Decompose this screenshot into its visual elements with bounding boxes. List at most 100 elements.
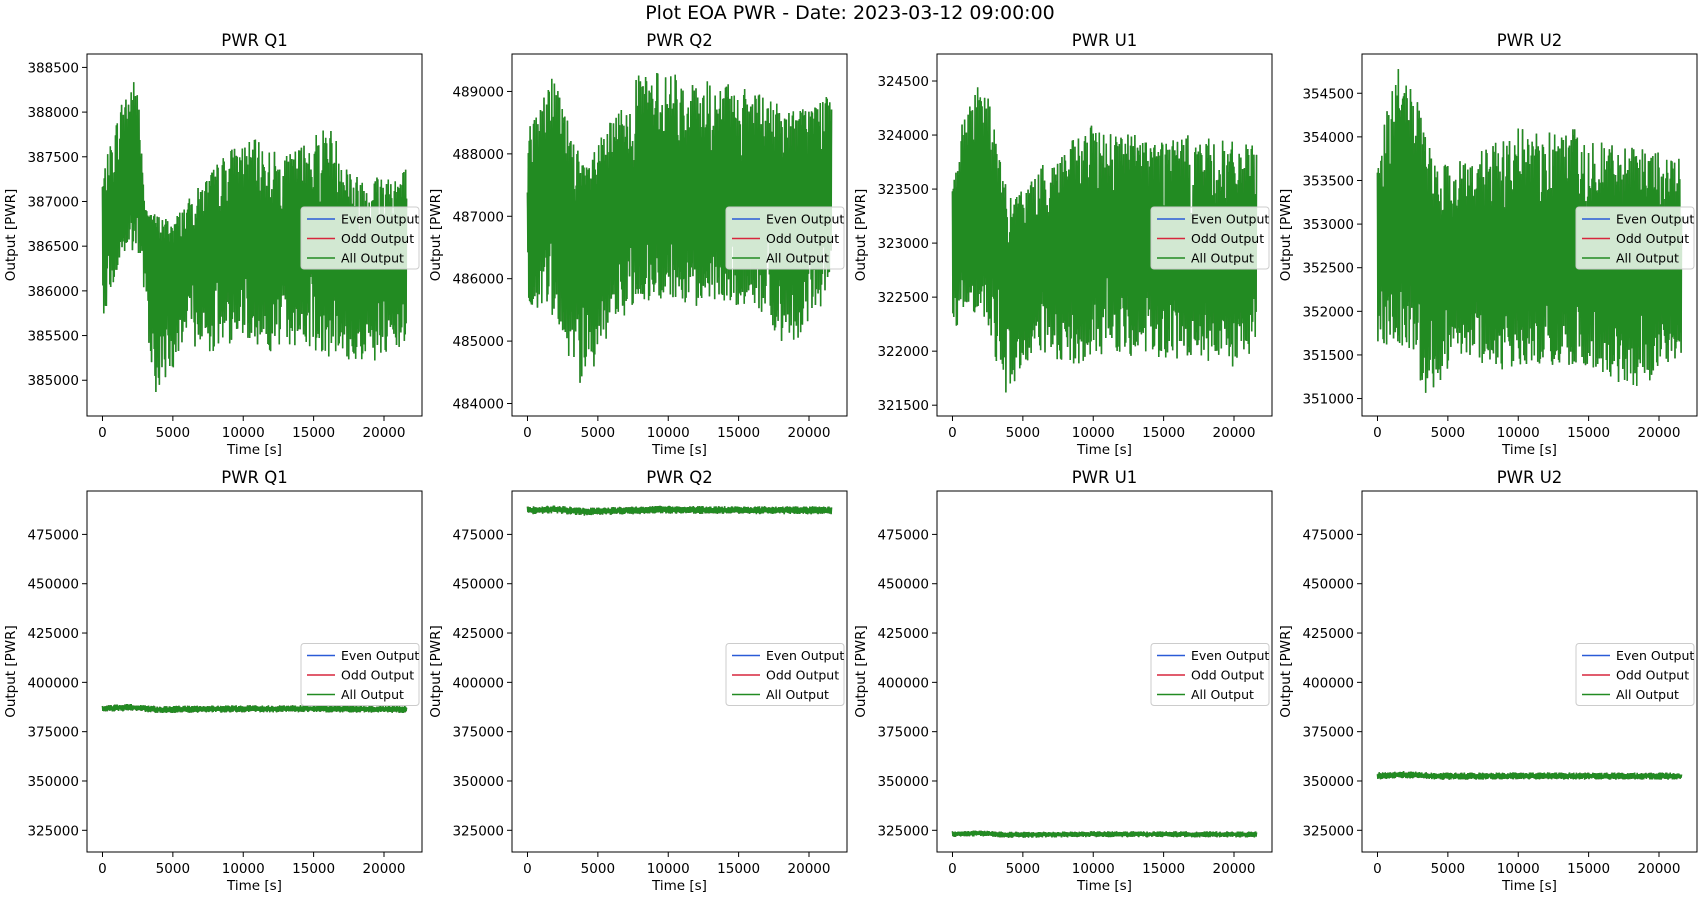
x-axis-label: Time [s]: [651, 878, 707, 894]
y-tick-label: 400000: [1302, 675, 1354, 691]
subplot-2: 0 5000 10000 15000 20000 484000 485000 486000 48…: [428, 31, 848, 458]
x-tick-label: 5000: [1431, 425, 1465, 441]
x-tick-label: 15000: [1567, 861, 1610, 877]
x-tick-label: 0: [523, 425, 532, 441]
x-tick-label: 10000: [1497, 861, 1540, 877]
series-all-output: [101, 703, 408, 713]
axes-frame: [86, 490, 423, 853]
legend-box: [1150, 206, 1270, 270]
subplot-title: PWR U1: [1072, 31, 1138, 50]
y-axis-label: Output [PWR]: [3, 625, 19, 718]
legend-box: [300, 643, 420, 706]
y-tick-label: 354000: [1302, 130, 1354, 146]
legend-box: [725, 206, 845, 270]
y-axis-label: Output [PWR]: [428, 189, 444, 282]
legend-label: Even Output: [341, 648, 419, 663]
axes-frame: [1361, 490, 1698, 853]
y-tick-label: 375000: [452, 725, 504, 741]
y-tick-label: 325000: [1302, 823, 1354, 839]
legend-box: [300, 206, 420, 270]
y-tick-label: 322500: [877, 290, 929, 306]
subplot-4: 0 5000 10000 15000 20000 351000 351500 352000 35…: [1278, 31, 1698, 458]
y-tick-label: 321500: [877, 398, 929, 414]
legend: Even Output Odd Output All Output: [725, 643, 845, 706]
y-tick-label: 388000: [27, 105, 79, 121]
y-axis-label: Output [PWR]: [853, 625, 869, 718]
legend-label: All Output: [341, 251, 404, 266]
subplot-8: 0 5000 10000 15000 20000 325000 350000 375000 40…: [1278, 468, 1698, 894]
series-all-output: [1376, 771, 1683, 780]
legend-label: All Output: [341, 687, 404, 702]
x-tick-label: 20000: [1213, 861, 1256, 877]
legend-label: Odd Output: [341, 231, 414, 246]
y-tick-label: 387000: [27, 194, 79, 210]
subplot-7: 0 5000 10000 15000 20000 325000 350000 375000 40…: [853, 468, 1273, 894]
y-tick-label: 325000: [877, 823, 929, 839]
x-tick-label: 10000: [647, 425, 690, 441]
legend-box: [1575, 206, 1695, 270]
y-tick-label: 350000: [27, 774, 79, 790]
axes-frame: [936, 490, 1273, 853]
y-tick-label: 324000: [877, 128, 929, 144]
y-tick-label: 325000: [27, 823, 79, 839]
y-tick-label: 375000: [27, 725, 79, 741]
legend-label: Even Output: [766, 212, 844, 227]
legend-label: Odd Output: [341, 668, 414, 683]
legend-box: [1150, 643, 1270, 706]
legend-label: Even Output: [341, 212, 419, 227]
legend-label: Even Output: [1191, 212, 1269, 227]
y-axis-label: Output [PWR]: [3, 189, 19, 282]
y-tick-label: 484000: [452, 397, 504, 413]
y-tick-label: 385000: [27, 373, 79, 389]
x-tick-label: 0: [1373, 861, 1382, 877]
x-axis-label: Time [s]: [1076, 878, 1132, 894]
y-tick-label: 425000: [27, 626, 79, 642]
y-tick-label: 322000: [877, 344, 929, 360]
legend: Even Output Odd Output All Output: [300, 643, 420, 706]
y-tick-label: 488000: [452, 147, 504, 163]
y-tick-label: 450000: [1302, 577, 1354, 593]
y-tick-label: 386500: [27, 239, 79, 255]
x-tick-label: 15000: [1142, 425, 1185, 441]
subplot-title: PWR Q2: [646, 31, 712, 50]
y-tick-label: 475000: [452, 527, 504, 543]
series-all-output: [101, 82, 408, 392]
subplot-1: 0 5000 10000 15000 20000 385000 385500 386000 38…: [3, 31, 423, 458]
y-tick-label: 400000: [27, 675, 79, 691]
legend-label: Odd Output: [1616, 231, 1689, 246]
x-tick-label: 5000: [1006, 425, 1040, 441]
y-tick-label: 353500: [1302, 173, 1354, 189]
y-tick-label: 450000: [27, 577, 79, 593]
x-tick-label: 15000: [1142, 861, 1185, 877]
y-tick-label: 375000: [877, 725, 929, 741]
x-tick-label: 10000: [222, 861, 265, 877]
legend-label: All Output: [1616, 687, 1679, 702]
x-tick-label: 10000: [222, 425, 265, 441]
x-tick-label: 5000: [156, 861, 190, 877]
legend-label: Even Output: [1191, 648, 1269, 663]
legend-box: [1575, 643, 1695, 706]
y-axis-label: Output [PWR]: [1278, 625, 1294, 718]
figure-suptitle: Plot EOA PWR - Date: 2023-03-12 09:00:00: [645, 2, 1055, 24]
x-axis-label: Time [s]: [226, 878, 282, 894]
y-tick-label: 425000: [452, 626, 504, 642]
x-tick-label: 10000: [1072, 861, 1115, 877]
y-tick-label: 351500: [1302, 348, 1354, 364]
subplot-5: 0 5000 10000 15000 20000 325000 350000 375000 40…: [3, 468, 423, 894]
y-tick-label: 388500: [27, 60, 79, 76]
y-tick-label: 485000: [452, 334, 504, 350]
y-tick-label: 425000: [877, 626, 929, 642]
x-tick-label: 10000: [1497, 425, 1540, 441]
axes-frame: [511, 53, 848, 417]
y-axis-label: Output [PWR]: [1278, 189, 1294, 282]
x-tick-label: 15000: [717, 861, 760, 877]
legend-label: Odd Output: [1191, 668, 1264, 683]
subplot-title: PWR U2: [1497, 468, 1563, 487]
x-tick-label: 0: [98, 425, 107, 441]
y-tick-label: 323500: [877, 182, 929, 198]
legend: Even Output Odd Output All Output: [1150, 643, 1270, 706]
x-axis-label: Time [s]: [1501, 878, 1557, 894]
y-tick-label: 487000: [452, 209, 504, 225]
y-axis-label: Output [PWR]: [428, 625, 444, 718]
